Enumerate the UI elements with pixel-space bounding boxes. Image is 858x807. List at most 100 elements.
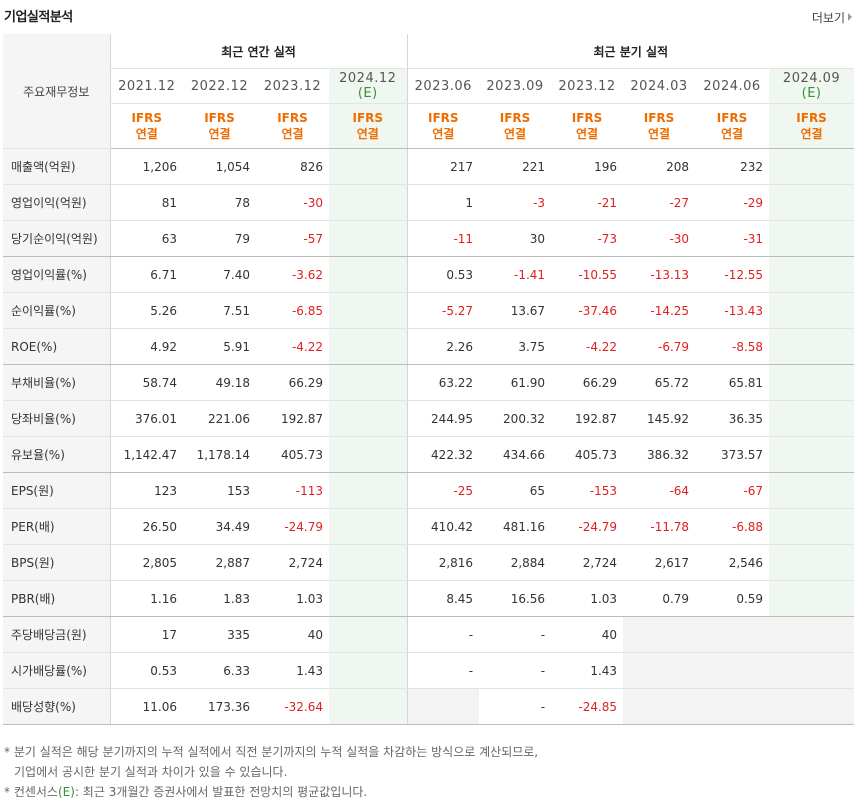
table-row: 영업이익(억원) 81 78 -30 1 -3 -21 -27 -29 [3, 184, 855, 221]
table-cell: 434.66 [479, 436, 552, 473]
period-header: 2024.12 (E) [329, 68, 408, 104]
row-label: ROE(%) [3, 328, 110, 365]
table-cell [406, 688, 480, 725]
table-cell: 221 [479, 148, 552, 185]
table-cell: -8.58 [695, 328, 770, 365]
table-cell: 26.50 [109, 508, 183, 545]
table-cell: 7.51 [183, 292, 256, 329]
table-cell [769, 472, 855, 509]
table-cell: 376.01 [109, 400, 183, 437]
table-cell [329, 472, 408, 509]
row-label: 유보율(%) [3, 436, 110, 473]
table-cell: 192.87 [551, 400, 624, 437]
more-link[interactable]: 더보기 [812, 9, 852, 26]
period-label: 2024.06 [703, 78, 761, 94]
footnote-1-cont: 기업에서 공시한 분기 실적과 차이가 있을 수 있습니다. [14, 765, 288, 779]
table-cell: -67 [695, 472, 770, 509]
row-header-label: 주요재무정보 [3, 34, 110, 149]
table-row: EPS(원) 123 153 -113 -25 65 -153 -64 -67 [3, 472, 855, 509]
table-cell: -1.41 [479, 256, 552, 293]
table-cell [329, 616, 408, 653]
table-cell: -13.13 [623, 256, 696, 293]
table-cell: 2,805 [109, 544, 183, 581]
estimate-mark: (E) [801, 86, 822, 101]
consolidated-label: 연결 [721, 127, 744, 141]
ifrs-label: IFRS [131, 111, 163, 125]
table-cell [329, 544, 408, 581]
table-cell: 0.53 [109, 652, 183, 689]
period-label: 2023.09 [486, 78, 544, 94]
table-cell: -6.85 [256, 292, 329, 329]
table-cell: 232 [695, 148, 770, 185]
table-cell: 1.16 [109, 580, 183, 617]
financial-summary-table: 주요재무정보 최근 연간 실적 최근 분기 실적 2021.12 2022.12 2… [3, 34, 855, 725]
table-cell: 78 [183, 184, 256, 221]
table-cell: 422.32 [406, 436, 480, 473]
estimate-mark: (E) [357, 86, 378, 101]
table-cell [769, 544, 855, 581]
table-cell: 5.26 [109, 292, 183, 329]
table-cell: 17 [109, 616, 183, 653]
ifrs-header: IFRS 연결 [479, 103, 552, 149]
table-cell: - [479, 652, 552, 689]
table-cell: -24.85 [551, 688, 624, 725]
table-cell: 221.06 [183, 400, 256, 437]
table-cell: 1,206 [109, 148, 183, 185]
table-row: BPS(원) 2,805 2,887 2,724 2,816 2,884 2,724 2,61… [3, 544, 855, 581]
row-label: 영업이익률(%) [3, 256, 110, 293]
table-cell: -6.79 [623, 328, 696, 365]
table-cell: 66.29 [551, 364, 624, 401]
row-label: 시가배당률(%) [3, 652, 110, 689]
table-cell: 405.73 [551, 436, 624, 473]
table-row: 유보율(%) 1,142.47 1,178.14 405.73 422.32 434.66… [3, 436, 855, 473]
ifrs-label: IFRS [352, 111, 384, 125]
table-cell: -6.88 [695, 508, 770, 545]
table-cell: 826 [256, 148, 329, 185]
table-cell [769, 256, 855, 293]
table-cell: 61.90 [479, 364, 552, 401]
table-cell: -27 [623, 184, 696, 221]
table-cell: -29 [695, 184, 770, 221]
table-cell: 2,546 [695, 544, 770, 581]
table-cell: 217 [406, 148, 480, 185]
table-cell: 8.45 [406, 580, 480, 617]
table-cell: 6.71 [109, 256, 183, 293]
table-cell: -13.43 [695, 292, 770, 329]
table-cell: 49.18 [183, 364, 256, 401]
table-cell: -10.55 [551, 256, 624, 293]
ifrs-label: IFRS [716, 111, 748, 125]
consolidated-label: 연결 [432, 127, 455, 141]
ifrs-header: IFRS 연결 [551, 103, 624, 149]
table-cell [329, 256, 408, 293]
table-cell: -25 [406, 472, 480, 509]
table-cell: 4.92 [109, 328, 183, 365]
table-cell: 405.73 [256, 436, 329, 473]
period-header: 2023.06 [406, 68, 480, 104]
table-cell: -4.22 [256, 328, 329, 365]
table-cell: 66.29 [256, 364, 329, 401]
table-cell: -4.22 [551, 328, 624, 365]
table-cell: 1.43 [551, 652, 624, 689]
table-cell: - [406, 616, 480, 653]
table-cell: 481.16 [479, 508, 552, 545]
table-cell [329, 508, 408, 545]
table-cell: 65 [479, 472, 552, 509]
table-cell [329, 580, 408, 617]
ifrs-header: IFRS 연결 [329, 103, 408, 149]
table-cell: 2,816 [406, 544, 480, 581]
table-cell: -3.62 [256, 256, 329, 293]
table-cell: 79 [183, 220, 256, 257]
row-label: 당기순이익(억원) [3, 220, 110, 257]
ifrs-label: IFRS [428, 111, 459, 125]
period-label: 2024.12 [339, 71, 397, 86]
period-header: 2023.09 [479, 68, 552, 104]
table-cell: -11.78 [623, 508, 696, 545]
table-cell: 1,054 [183, 148, 256, 185]
period-label: 2023.12 [558, 78, 616, 94]
table-cell: 192.87 [256, 400, 329, 437]
table-cell [329, 292, 408, 329]
period-label: 2022.12 [190, 78, 249, 94]
ifrs-header: IFRS 연결 [256, 103, 329, 149]
table-cell: 40 [551, 616, 624, 653]
table-cell: 173.36 [183, 688, 256, 725]
